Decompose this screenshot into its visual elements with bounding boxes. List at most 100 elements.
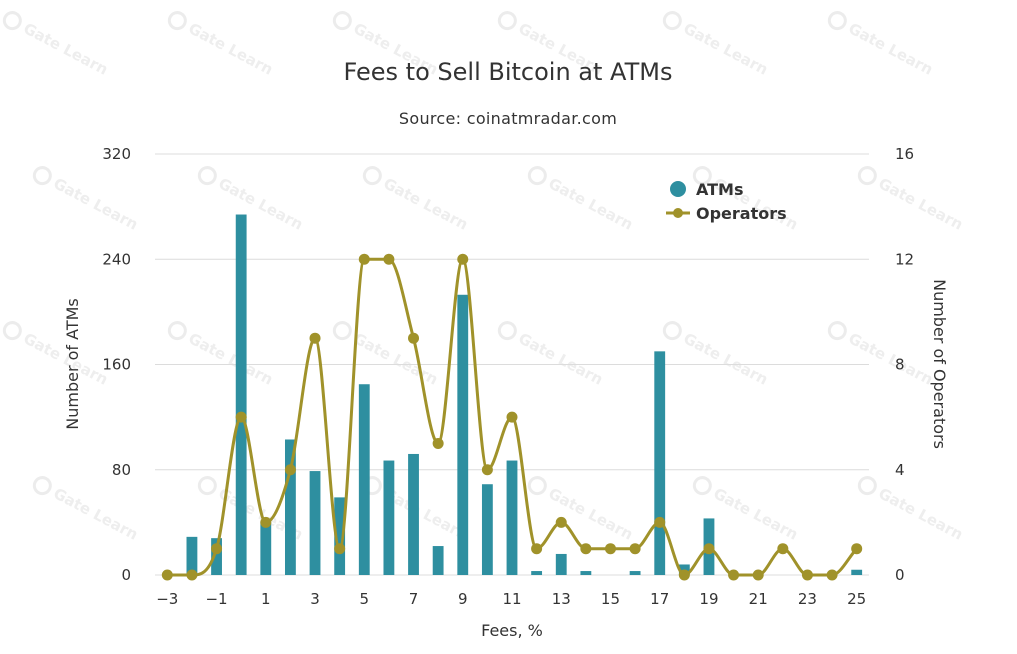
atm-bar [629, 571, 641, 575]
watermark-text: Gate Learn [350, 329, 441, 389]
watermark-logo-icon [527, 166, 547, 186]
watermark-logo-icon [362, 166, 382, 186]
legend-operators-marker [673, 208, 683, 218]
y-right-axis-title: Number of Operators [930, 279, 949, 449]
operators-point[interactable] [457, 253, 469, 265]
operators-point[interactable] [678, 569, 690, 581]
y-left-tick-label: 240 [102, 250, 131, 268]
y-left-tick-label: 320 [102, 145, 131, 163]
operators-point[interactable] [531, 543, 543, 555]
watermark-logo-icon [197, 476, 217, 496]
watermark-item: Gate Learn [362, 166, 471, 234]
operators-point[interactable] [654, 516, 666, 528]
watermark-logo-icon [167, 11, 187, 31]
x-tick-label: 23 [798, 590, 817, 608]
operators-point[interactable] [383, 253, 395, 265]
watermark-item: Gate Learn [2, 321, 111, 389]
legend-item-operators[interactable]: Operators [666, 204, 787, 223]
operators-line [167, 257, 858, 577]
watermark-logo-icon [662, 321, 682, 341]
operators-point[interactable] [309, 332, 321, 344]
atm-bar [186, 536, 198, 575]
y-right-tick-label: 8 [895, 356, 905, 374]
watermark-text: Gate Learn [185, 19, 276, 79]
atm-bar [235, 214, 247, 576]
watermark-item: Gate Learn [332, 321, 441, 389]
operators-point[interactable] [629, 543, 641, 555]
y-left-tick-label: 160 [102, 356, 131, 374]
watermark-logo-icon [692, 166, 712, 186]
operators-point[interactable] [161, 569, 173, 581]
operators-point[interactable] [752, 569, 764, 581]
operators-point[interactable] [432, 437, 444, 449]
watermark-logo-icon [857, 166, 877, 186]
atm-bar [334, 497, 346, 575]
watermark-item: Gate Learn [827, 11, 936, 79]
operators-point[interactable] [604, 543, 616, 555]
legend-atms-marker [670, 181, 686, 197]
x-tick-label: 25 [847, 590, 866, 608]
operators-point[interactable] [555, 516, 567, 528]
operators-point[interactable] [186, 569, 198, 581]
watermark-item: Gate Learn [527, 476, 636, 544]
watermark-text: Gate Learn [380, 174, 471, 234]
watermark-logo-icon [497, 11, 517, 31]
watermark-item: Gate Learn [827, 321, 936, 389]
x-tick-label: 15 [601, 590, 620, 608]
operators-point[interactable] [506, 411, 518, 423]
watermark-item: Gate Learn [662, 321, 771, 389]
operators-point[interactable] [777, 543, 789, 555]
watermark-logo-icon [332, 321, 352, 341]
watermark-item: Gate Learn [2, 11, 111, 79]
x-tick-label: 5 [360, 590, 370, 608]
watermark-item: Gate Learn [857, 476, 966, 544]
operators-point[interactable] [235, 411, 247, 423]
legend-item-atms[interactable]: ATMs [670, 180, 744, 199]
watermark-item: Gate Learn [857, 166, 966, 234]
operators-point[interactable] [801, 569, 813, 581]
legend[interactable]: ATMs Operators [666, 180, 787, 223]
operators-point[interactable] [334, 543, 346, 555]
watermark-logo-icon [857, 476, 877, 496]
operators-point[interactable] [481, 464, 493, 476]
atm-bar [260, 522, 272, 575]
watermark-logo-icon [662, 11, 682, 31]
watermark-text: Gate Learn [515, 329, 606, 389]
operators-point[interactable] [408, 332, 420, 344]
watermark-logo-icon [2, 321, 22, 341]
operators-point[interactable] [580, 543, 592, 555]
x-tick-label: 21 [749, 590, 768, 608]
watermark-item: Gate Learn [32, 476, 141, 544]
atm-bar [481, 484, 493, 575]
operators-series-line [167, 257, 858, 577]
atm-bar [284, 439, 296, 575]
chart-title: Fees to Sell Bitcoin at ATMs [344, 58, 673, 86]
watermark-text: Gate Learn [845, 19, 936, 79]
watermark-item: Gate Learn [497, 321, 606, 389]
x-tick-label: 3 [310, 590, 320, 608]
x-tick-label: −1 [205, 590, 227, 608]
operators-point[interactable] [851, 543, 863, 555]
atm-bar [580, 571, 592, 575]
operators-point[interactable] [358, 253, 370, 265]
y-right-tick-label: 0 [895, 566, 905, 584]
legend-atms-label: ATMs [696, 180, 744, 199]
watermark-text: Gate Learn [680, 19, 771, 79]
watermark-text: Gate Learn [545, 174, 636, 234]
operators-points [161, 253, 863, 581]
atm-bar [383, 460, 395, 575]
atm-bar [851, 569, 863, 575]
x-axis-title: Fees, % [481, 621, 543, 640]
atm-bar [457, 294, 469, 575]
operators-point[interactable] [728, 569, 740, 581]
watermark-item: Gate Learn [662, 11, 771, 79]
operators-point[interactable] [826, 569, 838, 581]
operators-point[interactable] [284, 464, 296, 476]
watermark-logo-icon [32, 166, 52, 186]
watermark-item: Gate Learn [197, 166, 306, 234]
operators-point[interactable] [211, 543, 223, 555]
operators-point[interactable] [703, 543, 715, 555]
y-right-tick-label: 12 [895, 250, 914, 268]
operators-point[interactable] [260, 516, 272, 528]
